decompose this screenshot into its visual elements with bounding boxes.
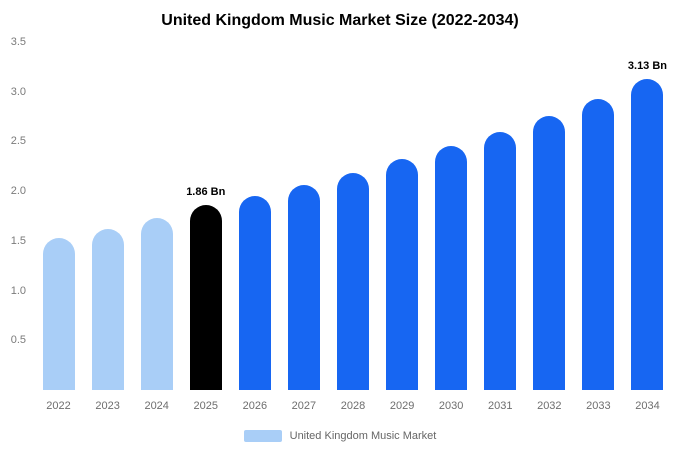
x-tick-label: 2031 [487,400,513,412]
y-tick-label: 2.0 [10,185,26,198]
bar-group: 2026 [230,42,279,412]
bar-2031 [484,131,517,390]
bar-2034 [631,78,664,390]
bar-group: 2033 [574,42,623,412]
x-tick-label: 2024 [144,400,169,412]
bar-group: 2023 [83,42,132,412]
bar-2025 [189,205,222,390]
x-tick-label: 2026 [242,400,268,412]
y-tick-label: 3.5 [10,36,26,48]
bar-group: 2029 [378,42,427,412]
x-tick-label: 2034 [635,400,660,412]
legend: United Kingdom Music Market [0,430,680,442]
plot-area: 2022 2023 2024 1.86 Bn 2025 2026 2027 2028 2029 2… [34,42,672,412]
bar-group: 2022 [34,42,83,412]
bar-2029 [386,159,419,390]
bar-2022 [42,237,75,390]
bar-2027 [287,185,320,390]
bar-group: 2027 [279,42,328,412]
x-tick-label: 2032 [537,400,562,412]
x-tick-label: 2025 [193,400,219,412]
bar-2026 [238,196,271,390]
bar-2024 [140,218,173,390]
bar-group: 2030 [427,42,476,412]
bar-2033 [582,98,615,390]
x-tick-label: 2023 [95,400,120,412]
y-axis: 3.5 3.0 2.5 2.0 1.5 1.0 0.5 [0,36,28,390]
y-tick-label: 3.0 [10,85,26,98]
y-tick-label: 1.0 [10,284,26,297]
bar-group: 2032 [525,42,574,412]
x-tick-label: 2030 [438,400,464,412]
bar-group: 3.13 Bn 2034 [623,42,672,412]
y-tick-label: 0.5 [10,334,26,347]
bar-2032 [533,115,566,390]
x-tick-label: 2028 [340,400,366,412]
bar-group: 2024 [132,42,181,412]
x-tick-label: 2029 [389,400,415,412]
bar-2023 [91,228,124,390]
bar-value-label: 3.13 Bn [627,59,668,72]
bar-group: 2031 [476,42,525,412]
bar-group: 2028 [328,42,377,412]
x-tick-label: 2033 [586,400,611,412]
bar-2030 [435,146,468,390]
bar-value-label: 1.86 Bn [186,186,226,199]
bar-group: 1.86 Bn 2025 [181,42,230,412]
x-tick-label: 2027 [291,400,317,412]
y-tick-label: 2.5 [10,135,26,148]
legend-swatch [243,430,282,442]
x-tick-label: 2022 [46,400,71,412]
chart-title: United Kingdom Music Market Size (2022-2… [161,12,519,29]
legend-label: United Kingdom Music Market [289,430,437,442]
bar-2028 [337,173,369,390]
y-tick-label: 1.5 [10,234,26,247]
